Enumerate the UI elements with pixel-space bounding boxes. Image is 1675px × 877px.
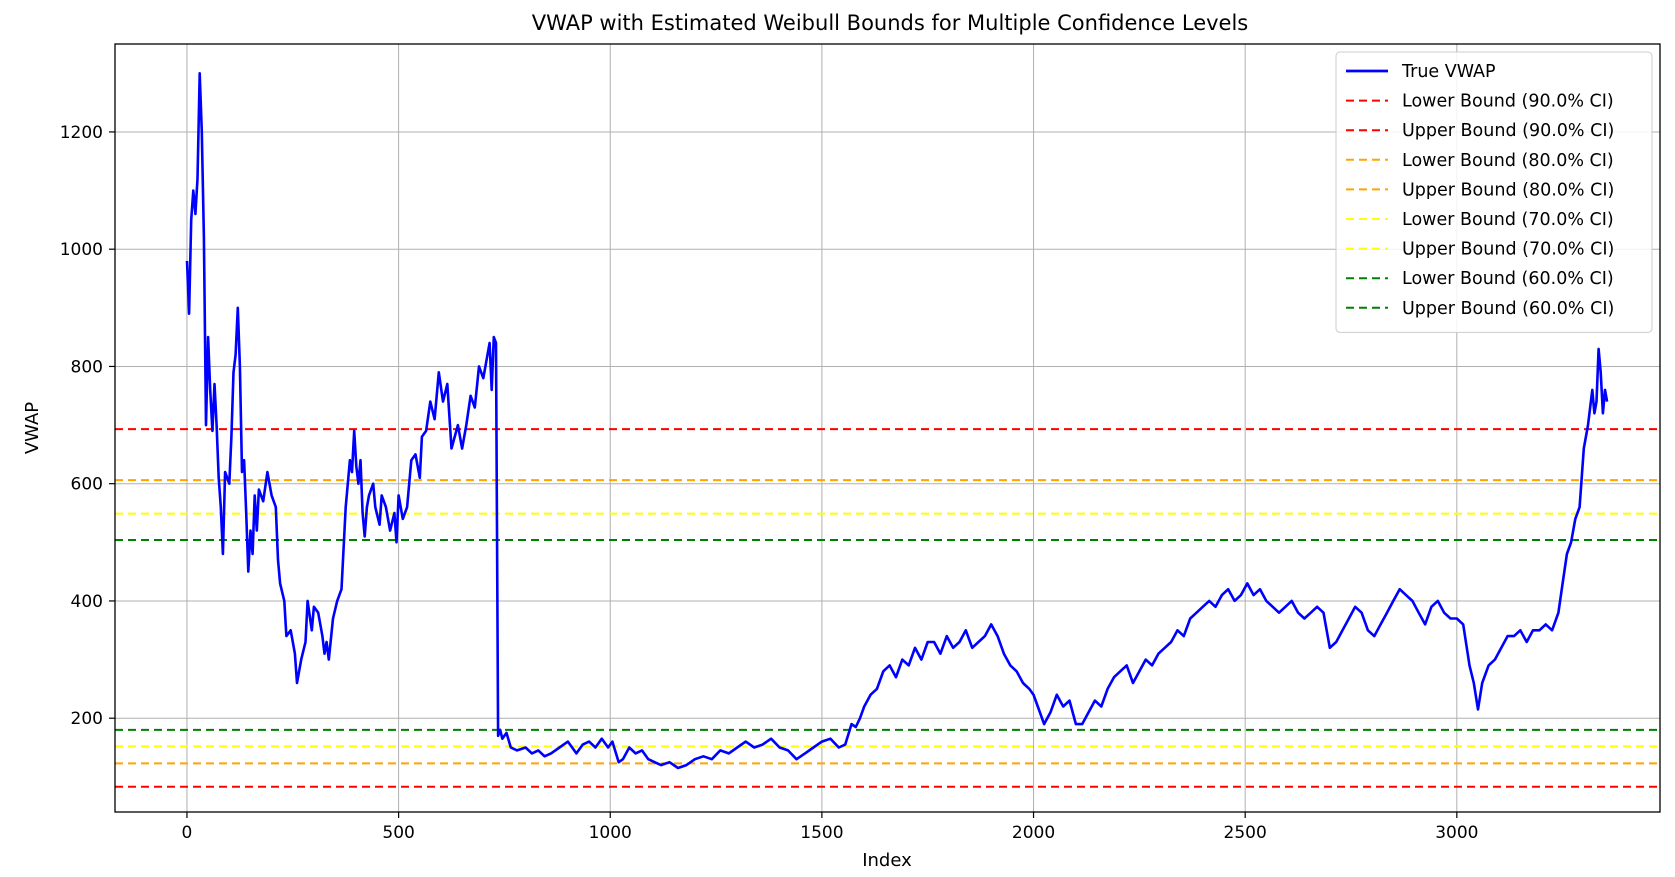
legend-entry: Lower Bound (60.0% CI) (1402, 269, 1614, 289)
legend-entry: Upper Bound (80.0% CI) (1402, 180, 1614, 200)
y-tick-label: 1200 (60, 123, 103, 143)
y-axis-ticks: 200 400 600 800 1000 1200 (60, 123, 115, 729)
y-tick-label: 200 (71, 709, 103, 729)
series-layer (185, 72, 1609, 770)
legend-entry: Lower Bound (90.0% CI) (1402, 92, 1614, 112)
y-tick-label: 600 (71, 475, 103, 495)
x-axis-ticks: 0 500 1000 1500 2000 2500 3000 (182, 812, 1478, 843)
x-tick-label: 500 (382, 823, 414, 843)
x-tick-label: 0 (182, 823, 193, 843)
x-tick-label: 3000 (1435, 823, 1478, 843)
legend: True VWAP Lower Bound (90.0% CI) Upper Bou… (1335, 51, 1653, 333)
y-tick-label: 400 (71, 592, 103, 612)
legend-entry: True VWAP (1401, 62, 1496, 82)
x-tick-label: 2500 (1224, 823, 1267, 843)
legend-box (1335, 51, 1653, 333)
x-axis-label: Index (862, 850, 912, 871)
plot-area-frame (114, 43, 1661, 813)
y-tick-label: 800 (71, 357, 103, 377)
series-line-true-vwap (185, 72, 1609, 770)
bound-lines (115, 428, 1660, 788)
legend-entry: Lower Bound (80.0% CI) (1402, 151, 1614, 171)
x-tick-label: 1500 (800, 823, 843, 843)
y-tick-label: 1000 (60, 240, 103, 260)
chart-title: VWAP with Estimated Weibull Bounds for M… (532, 11, 1249, 35)
legend-entry: Lower Bound (70.0% CI) (1402, 210, 1614, 230)
y-axis-label: VWAP (22, 402, 43, 454)
legend-entry: Upper Bound (60.0% CI) (1402, 299, 1614, 319)
legend-entry: Upper Bound (70.0% CI) (1402, 240, 1614, 260)
x-tick-label: 2000 (1012, 823, 1055, 843)
legend-entry: Upper Bound (90.0% CI) (1402, 121, 1614, 141)
grid (115, 44, 1660, 812)
x-tick-label: 1000 (589, 823, 632, 843)
